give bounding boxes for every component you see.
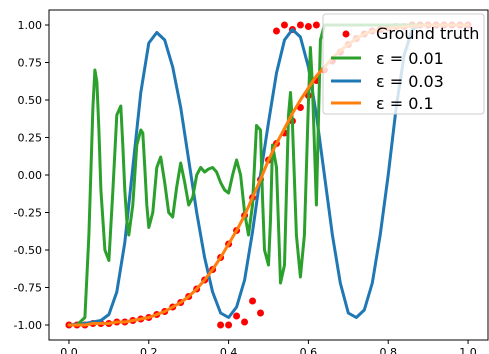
- y-tick-label: 0.50: [18, 94, 43, 107]
- data-point-ground-truth: [280, 21, 288, 29]
- y-tick-label: 0.00: [18, 169, 43, 182]
- data-point-ground-truth: [272, 27, 280, 35]
- legend-label-eps003: ε = 0.03: [376, 72, 444, 91]
- data-point-ground-truth: [217, 321, 225, 329]
- legend-label-eps001: ε = 0.01: [376, 49, 444, 68]
- x-tick-label: 0.2: [140, 346, 158, 354]
- x-tick-label: 0.0: [60, 346, 78, 354]
- y-tick-label: 1.00: [18, 19, 43, 32]
- data-point-ground-truth: [249, 297, 257, 305]
- x-tick-label: 0.6: [300, 346, 318, 354]
- y-tick-label: 0.25: [18, 132, 43, 145]
- y-tick-label: -0.50: [14, 244, 42, 257]
- legend: Ground truth ε = 0.01 ε = 0.03 ε = 0.1: [322, 13, 485, 115]
- x-tick-label: 0.4: [220, 346, 238, 354]
- x-tick-label: 1.0: [459, 346, 477, 354]
- series-line-eps-001: [67, 23, 470, 327]
- legend-box: [322, 13, 485, 115]
- y-tick-label: 0.75: [18, 57, 43, 70]
- data-point-ground-truth: [257, 309, 265, 317]
- data-point-ground-truth: [233, 312, 241, 320]
- x-tick-label: 0.8: [379, 346, 397, 354]
- legend-label-ground-truth: Ground truth: [376, 24, 479, 43]
- y-tick-label: -0.75: [14, 282, 42, 295]
- data-point-ground-truth: [225, 321, 233, 329]
- y-tick-label: -1.00: [14, 319, 42, 332]
- legend-marker-ground-truth: [342, 30, 350, 38]
- data-point-ground-truth: [241, 318, 249, 326]
- y-tick-label: -0.25: [14, 207, 42, 220]
- data-point-ground-truth: [296, 21, 304, 29]
- data-point-ground-truth: [312, 21, 320, 29]
- data-point-ground-truth: [304, 23, 312, 30]
- legend-label-eps01: ε = 0.1: [376, 94, 434, 113]
